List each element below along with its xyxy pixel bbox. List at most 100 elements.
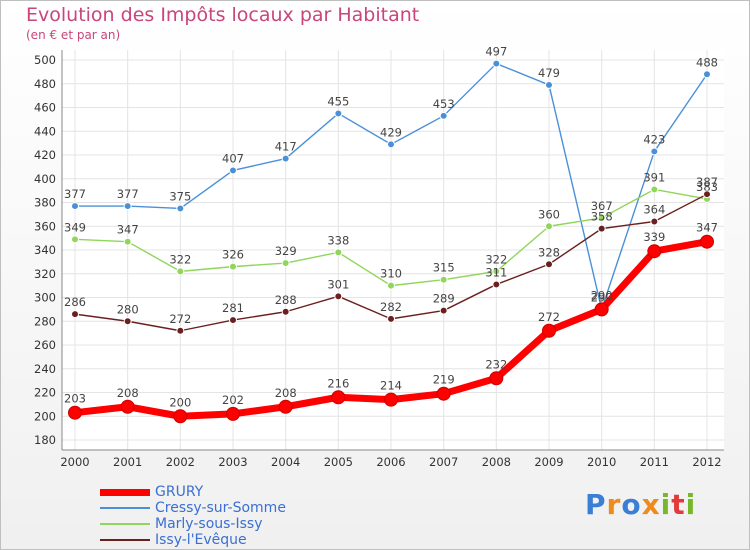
data-point [650,147,659,156]
legend-label: Cressy-sur-Somme [155,500,286,516]
x-tick-label: 2000 [60,455,89,469]
data-point [334,248,343,257]
legend-label: GRURY [155,484,204,500]
data-point [226,406,240,421]
data-label: 282 [380,300,402,314]
data-point [545,260,553,269]
y-tick-label: 480 [34,77,56,91]
legend-swatch [100,507,150,509]
data-label: 203 [64,392,86,406]
data-point [68,405,82,420]
data-label: 423 [643,132,665,146]
data-point [176,204,185,213]
data-label: 311 [485,265,507,279]
data-label: 387 [696,175,718,189]
data-point [492,59,501,68]
data-label: 328 [538,245,560,259]
data-point [700,234,714,249]
data-label: 338 [327,233,349,247]
logo-letter: t [671,488,686,521]
y-tick-label: 320 [34,267,56,281]
data-label: 232 [485,357,507,371]
data-point [176,326,185,335]
data-label: 208 [275,386,297,400]
data-label: 339 [643,230,665,244]
data-point [542,323,556,338]
data-point [281,307,290,316]
data-label: 364 [643,203,665,217]
data-point [650,217,659,226]
data-label: 407 [222,151,244,165]
data-label: 367 [591,199,613,213]
data-label: 429 [380,125,402,139]
chart-title: Evolution des Impôts locaux par Habitant [26,4,420,26]
data-label: 310 [380,267,402,281]
legend-swatch [100,539,150,541]
data-label: 453 [433,97,455,111]
data-label: 375 [169,189,191,203]
y-tick-label: 360 [34,219,56,233]
legend-swatch [100,523,150,525]
data-label: 281 [222,301,244,315]
x-tick-label: 2003 [218,455,247,469]
data-point [229,166,237,175]
data-label: 272 [538,310,560,324]
data-point [597,213,606,222]
data-point [545,222,553,231]
x-tick-label: 2007 [429,455,458,469]
data-point [647,244,662,259]
y-tick-label: 300 [34,291,56,305]
y-tick-label: 380 [34,196,56,210]
x-tick-label: 2010 [587,455,616,469]
y-tick-label: 420 [34,148,56,162]
data-point [439,275,448,284]
y-tick-label: 220 [34,386,56,400]
data-point [334,292,343,301]
data-label: 272 [169,312,191,326]
data-point [439,111,448,120]
x-tick-label: 2005 [324,455,353,469]
data-point [176,267,185,276]
data-point [71,202,79,211]
logo-letter: r [606,488,622,521]
data-label: 391 [643,170,665,184]
data-label: 479 [538,66,560,80]
data-point [229,316,237,325]
data-point [492,280,501,289]
data-point [703,190,711,199]
data-point [387,281,395,290]
data-point [545,80,553,89]
data-point [594,302,609,317]
logo-letter: o [621,488,642,521]
y-tick-label: 500 [34,53,56,67]
y-tick-label: 340 [34,243,56,257]
data-point [281,259,290,268]
proxiti-logo: Proxiti [585,488,696,521]
data-label: 280 [117,302,139,316]
x-tick-label: 2012 [692,455,721,469]
data-label: 216 [327,376,349,390]
data-point [489,371,504,386]
data-label: 455 [327,94,349,108]
data-label: 488 [696,55,718,69]
chart-subtitle: (en € et par an) [26,28,121,42]
x-tick-label: 2006 [376,455,405,469]
data-point [334,109,343,118]
y-tick-label: 400 [34,172,56,186]
data-label: 290 [591,288,613,302]
data-label: 288 [275,293,297,307]
data-label: 219 [433,373,455,387]
data-point [123,202,132,211]
y-tick-label: 280 [34,314,56,328]
data-label: 289 [433,292,455,306]
y-tick-label: 240 [34,362,56,376]
data-label: 322 [485,252,507,266]
data-label: 497 [485,45,507,59]
data-point [331,390,346,405]
data-point [597,224,606,233]
data-label: 326 [222,248,244,262]
x-tick-label: 2001 [113,455,142,469]
y-tick-label: 260 [34,338,56,352]
data-point [387,140,395,149]
data-label: 315 [433,261,455,275]
